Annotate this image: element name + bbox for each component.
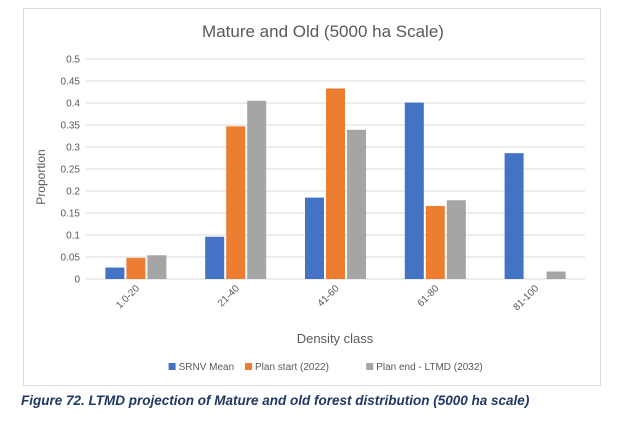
- bar-srnv-mean-41-60: [305, 197, 324, 279]
- y-tick-label: 0: [74, 275, 80, 286]
- x-axis-label: Density class: [297, 331, 374, 346]
- x-tick-label: 41-60: [316, 283, 342, 309]
- y-tick-label: 0.2: [66, 187, 80, 198]
- legend: SRNV Mean Plan start (2022) Plan end - LTM…: [168, 362, 483, 373]
- legend-label: Plan end - LTMD (2032): [376, 362, 483, 373]
- y-tick-label: 0.35: [61, 121, 81, 132]
- y-tick-label: 0.1: [66, 231, 80, 242]
- y-tick-label: 0.3: [66, 143, 80, 154]
- chart-frame: Mature and Old (5000 ha Scale) 0 0.05 0.1 0…: [23, 8, 601, 386]
- bar-srnv-mean-61-80: [404, 102, 424, 279]
- x-tick-label: 81-100: [511, 283, 541, 313]
- bar-plan-start-2022-61-80: [425, 205, 445, 279]
- legend-swatch: [366, 363, 374, 370]
- legend-swatch: [245, 363, 252, 370]
- bar-chart: Mature and Old (5000 ha Scale) 00.050.10…: [34, 22, 585, 373]
- bar-srnv-mean-81-100: [504, 153, 524, 279]
- y-tick-label: 0.4: [66, 99, 80, 110]
- bar-plan-end-ltmd-2032-21-40: [247, 100, 267, 279]
- bar-plan-end-ltmd-2032-61-80: [446, 200, 466, 279]
- legend-label: Plan start (2022): [255, 362, 329, 373]
- legend-swatch: [168, 363, 176, 370]
- y-tick-label: 0.5: [66, 55, 80, 66]
- x-tick-label: 21-40: [216, 283, 242, 309]
- bar-plan-start-2022-41-60: [326, 88, 345, 279]
- y-tick-label: 0.25: [61, 165, 81, 176]
- bar-plan-end-ltmd-2032-81-100: [546, 271, 566, 279]
- x-tick-label: 61-80: [416, 283, 442, 309]
- bar-plan-start-2022-1.0-20: [126, 257, 146, 279]
- y-axis-ticks: 0 0.05 0.1 0.15 0.2 0.25 0.3 0.35 0.4 0.45 0.5: [61, 55, 81, 286]
- bar-srnv-mean-21-40: [205, 236, 225, 279]
- x-tick-label: 1.0-20: [114, 283, 142, 311]
- y-tick-label: 0.05: [61, 253, 81, 264]
- chart-title: Mature and Old (5000 ha Scale): [202, 22, 444, 41]
- y-tick-label: 0.45: [61, 77, 81, 88]
- y-tick-label: 0.15: [61, 209, 81, 220]
- y-axis-label: Proportion: [34, 149, 48, 204]
- figure-caption: Figure 72. LTMD projection of Mature and…: [21, 393, 530, 408]
- bar-plan-start-2022-21-40: [226, 126, 246, 279]
- bar-srnv-mean-1.0-20: [105, 267, 125, 279]
- x-axis-ticks: 1.0-20 21-40 41-60 61-80 81-100: [114, 283, 541, 313]
- bars: [105, 88, 566, 279]
- legend-label: SRNV Mean: [179, 362, 235, 373]
- bar-plan-end-ltmd-2032-1.0-20: [147, 255, 167, 279]
- bar-plan-end-ltmd-2032-41-60: [347, 129, 366, 279]
